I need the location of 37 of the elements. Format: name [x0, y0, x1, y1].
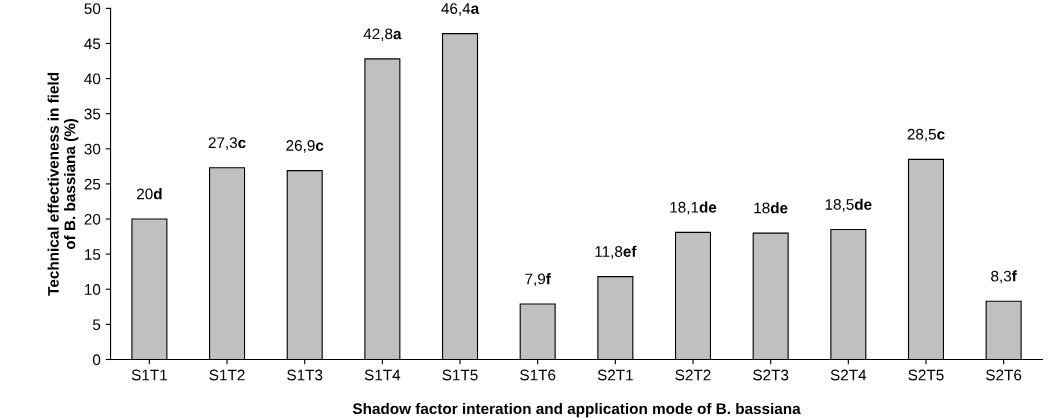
- x-tick-label: S2T1: [597, 369, 633, 381]
- data-label: 7,9f: [525, 273, 551, 287]
- x-tick-label: S2T6: [986, 369, 1022, 381]
- x-tick-label: S2T3: [753, 369, 789, 381]
- data-label: 18,1de: [670, 201, 717, 215]
- data-label: 8,3f: [991, 270, 1017, 284]
- data-label: 28,5c: [907, 128, 945, 142]
- data-label: 18de: [754, 202, 788, 214]
- y-tick-label: 40: [84, 73, 101, 85]
- x-tick-label: S2T2: [675, 369, 711, 381]
- data-label: 18,5de: [825, 198, 872, 212]
- data-label: 42,8a: [363, 28, 402, 42]
- y-tick-label: 5: [92, 319, 101, 331]
- x-tick-label: S1T6: [520, 369, 556, 381]
- x-tick-label: S2T5: [908, 369, 944, 381]
- y-axis-title: Technical effectiveness in field of B. bassiana (%): [47, 72, 79, 296]
- x-tick-label: S1T2: [209, 369, 245, 381]
- y-tick-label: 25: [84, 178, 101, 190]
- y-tick-label: 35: [84, 108, 101, 120]
- x-tick-label: S1T3: [287, 369, 323, 381]
- y-tick-label: 10: [85, 284, 101, 295]
- x-tick-label: S1T1: [131, 369, 167, 381]
- y-tick-label: 20: [84, 213, 101, 225]
- data-label: 46,4a: [441, 3, 480, 16]
- x-tick-label: S1T5: [442, 369, 478, 381]
- x-tick-label: S2T4: [830, 369, 867, 381]
- data-label: 20d: [137, 188, 162, 200]
- y-tick-label: 45: [84, 38, 101, 50]
- data-label: 27,3c: [208, 137, 246, 150]
- y-tick-label: 15: [85, 249, 101, 260]
- x-tick-label: S1T4: [364, 369, 401, 381]
- data-label: 11,8ef: [595, 245, 637, 259]
- data-label: 26,9c: [286, 140, 324, 153]
- y-tick-label: 50: [84, 3, 101, 15]
- y-tick-label: 0: [92, 354, 101, 366]
- x-axis-title: Shadow factor interation and application mode of B. bassiana: [352, 402, 801, 418]
- y-tick-label: 30: [84, 143, 101, 155]
